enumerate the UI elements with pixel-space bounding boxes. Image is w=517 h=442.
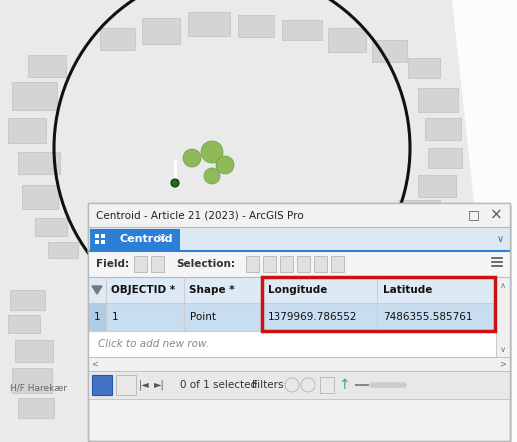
Bar <box>246 256 259 272</box>
Bar <box>263 256 276 272</box>
Bar <box>372 40 407 62</box>
Circle shape <box>201 141 223 163</box>
Bar <box>8 118 46 143</box>
Bar <box>88 357 510 371</box>
Text: ×: × <box>490 207 503 222</box>
Bar <box>22 185 58 209</box>
Bar <box>18 152 60 174</box>
Bar <box>418 175 456 197</box>
Text: 1: 1 <box>94 312 100 322</box>
Bar <box>88 203 510 441</box>
Bar <box>280 256 293 272</box>
Bar <box>88 331 496 357</box>
Bar <box>95 233 99 237</box>
Text: 7486355.585761: 7486355.585761 <box>383 312 473 322</box>
Circle shape <box>216 156 234 174</box>
Bar <box>92 375 112 395</box>
Bar <box>238 15 274 37</box>
Text: |◄: |◄ <box>139 380 149 390</box>
Polygon shape <box>92 286 102 294</box>
Text: Filters:: Filters: <box>252 380 287 390</box>
Bar <box>425 118 461 140</box>
Text: Click to add new row.: Click to add new row. <box>98 339 209 349</box>
Bar <box>88 203 510 441</box>
Bar <box>88 227 510 251</box>
Bar <box>331 256 344 272</box>
Bar <box>88 371 510 399</box>
Text: 0 of 1 selected: 0 of 1 selected <box>180 380 257 390</box>
Bar <box>320 377 334 393</box>
Bar <box>370 225 406 245</box>
Bar <box>15 340 53 362</box>
Bar <box>188 12 230 36</box>
Bar <box>88 203 510 227</box>
Bar <box>142 18 180 44</box>
Text: Longitude: Longitude <box>268 285 327 295</box>
Bar <box>496 277 510 357</box>
Text: Centroid - Article 21 (2023) - ArcGIS Pro: Centroid - Article 21 (2023) - ArcGIS Pr… <box>96 210 303 220</box>
Bar <box>151 256 164 272</box>
Text: ×: × <box>157 232 168 245</box>
Bar <box>314 256 327 272</box>
Circle shape <box>171 179 179 187</box>
Bar <box>28 55 66 77</box>
Bar <box>90 229 180 251</box>
Text: Latitude: Latitude <box>383 285 432 295</box>
Bar <box>282 20 322 40</box>
Text: Centroid: Centroid <box>120 234 174 244</box>
Text: □: □ <box>468 209 480 221</box>
Bar <box>398 200 440 224</box>
Text: ►|: ►| <box>154 380 164 390</box>
Text: OBJECTID *: OBJECTID * <box>111 285 175 295</box>
Bar <box>10 290 45 310</box>
Text: H/F Harekær: H/F Harekær <box>10 384 67 392</box>
Circle shape <box>204 168 220 184</box>
Bar <box>95 240 99 244</box>
Bar <box>12 82 57 110</box>
Text: Field:: Field: <box>96 259 129 269</box>
Bar <box>48 242 78 258</box>
Text: ∧: ∧ <box>500 281 506 290</box>
Circle shape <box>285 378 299 392</box>
Bar <box>8 315 40 333</box>
Bar <box>18 398 54 418</box>
Bar <box>116 375 136 395</box>
Text: ↑: ↑ <box>338 378 350 392</box>
Bar <box>88 251 510 277</box>
Bar <box>88 303 106 331</box>
Text: Shape *: Shape * <box>189 285 235 295</box>
Bar <box>328 28 366 52</box>
Text: Point: Point <box>190 312 216 322</box>
Bar <box>88 277 496 303</box>
Bar <box>100 240 104 244</box>
Bar <box>90 205 512 442</box>
Circle shape <box>301 378 315 392</box>
Bar <box>428 148 462 168</box>
Text: <: < <box>92 359 99 369</box>
Text: ∨: ∨ <box>500 344 506 354</box>
Text: 1: 1 <box>112 312 118 322</box>
Bar <box>100 28 135 50</box>
Bar <box>418 88 458 112</box>
Bar <box>297 256 310 272</box>
Text: Selection:: Selection: <box>176 259 235 269</box>
Bar <box>88 303 496 331</box>
Bar <box>134 256 147 272</box>
Bar <box>100 233 104 237</box>
Text: >: > <box>499 359 507 369</box>
Bar <box>35 218 67 236</box>
Text: ∨: ∨ <box>496 234 504 244</box>
Polygon shape <box>452 0 517 442</box>
Bar <box>408 58 440 78</box>
Bar <box>12 368 52 393</box>
Circle shape <box>183 149 201 167</box>
Text: 1379969.786552: 1379969.786552 <box>268 312 357 322</box>
Bar <box>262 277 495 331</box>
